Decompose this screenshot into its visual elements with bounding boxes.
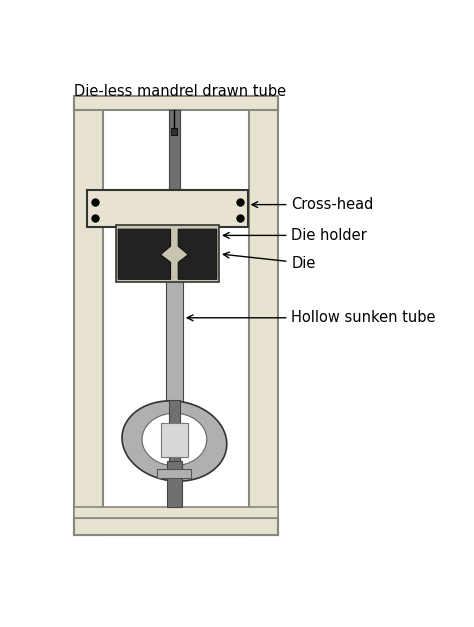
Bar (169, 400, 180, 488)
Bar (167, 461, 182, 507)
Bar (74, 507, 278, 518)
Bar (74, 518, 278, 535)
Text: Hollow sunken tube: Hollow sunken tube (187, 310, 436, 325)
Bar (171, 129, 177, 135)
Bar (74, 96, 278, 110)
Bar (161, 423, 188, 457)
Polygon shape (178, 229, 217, 279)
Polygon shape (118, 229, 171, 279)
Bar (87, 190, 247, 227)
Bar (166, 227, 183, 408)
Bar (74, 96, 103, 535)
Polygon shape (122, 401, 227, 481)
Text: Die: Die (223, 252, 316, 271)
Bar (249, 96, 278, 535)
Text: Die holder: Die holder (223, 228, 367, 243)
Text: Cross-head: Cross-head (252, 197, 374, 212)
Bar (169, 110, 180, 507)
Polygon shape (142, 413, 207, 466)
Bar (116, 224, 219, 282)
Text: Die-less mandrel drawn tube: Die-less mandrel drawn tube (74, 84, 286, 98)
Bar (157, 469, 191, 478)
